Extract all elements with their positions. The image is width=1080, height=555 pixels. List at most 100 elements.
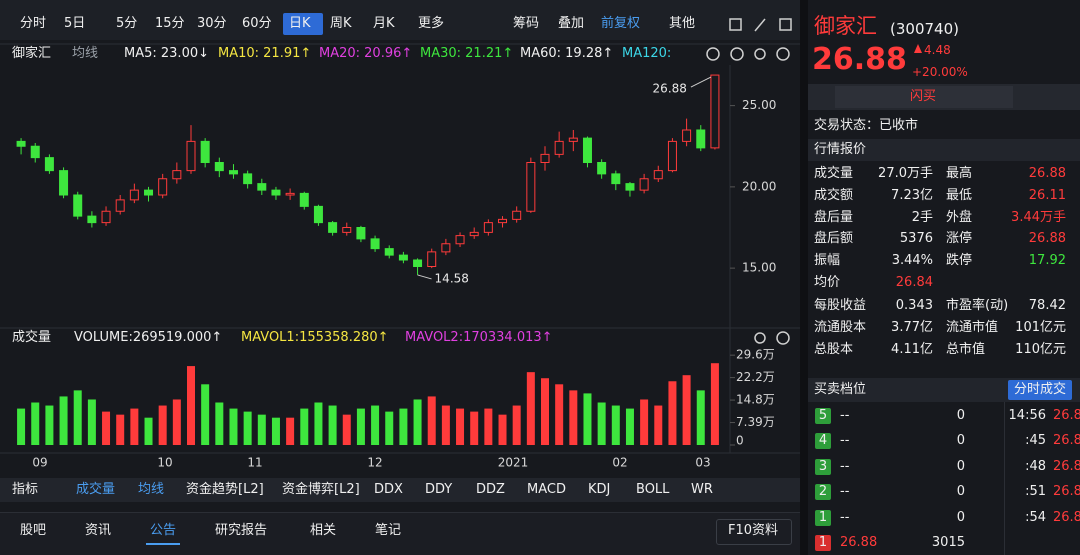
volume-bar [144, 417, 153, 445]
trade-price: 26.8 [1053, 433, 1080, 449]
bottom-tabs [0, 512, 800, 555]
tool-button[interactable]: 其他 [669, 16, 696, 31]
quote-value: 26.11 [1028, 187, 1066, 203]
period-tab[interactable]: 30分 [197, 16, 227, 31]
candle-body [554, 140, 564, 155]
volume-bar [710, 363, 719, 445]
bottom-tab[interactable]: 股吧 [20, 523, 47, 538]
flash-buy[interactable]: 闪买 [909, 89, 937, 104]
up-arrow [914, 44, 922, 53]
f10-button[interactable] [716, 519, 792, 545]
candle-body [186, 140, 196, 172]
candle-body [597, 162, 607, 175]
candle-body [16, 140, 26, 147]
tool-button[interactable]: 前复权 [601, 16, 641, 31]
volume-bar [413, 399, 422, 445]
tool-button[interactable]: 筹码 [513, 16, 540, 31]
indicator-tab[interactable]: 指标 [12, 482, 39, 497]
volume-bar [116, 414, 125, 445]
volume-bar [625, 408, 634, 445]
period-tab[interactable]: 5分 [116, 16, 138, 31]
bottom-tab[interactable]: 研究报告 [215, 523, 268, 538]
flash-buy-button[interactable] [835, 86, 1013, 108]
candle-body [498, 218, 508, 224]
candle-body [469, 231, 479, 237]
f10-label[interactable]: F10资料 [727, 523, 779, 538]
indicator-tab[interactable]: DDY [425, 482, 453, 497]
candle-body [540, 153, 550, 163]
candle-body [455, 235, 465, 245]
indicator-tab[interactable]: 资金趋势[L2] [186, 482, 264, 497]
quote-value: 17.92 [1028, 253, 1066, 269]
candle-body [115, 199, 125, 212]
volume-bar [427, 396, 436, 445]
period-tab[interactable]: 5日 [64, 16, 86, 31]
indicator-tab[interactable]: 均线 [138, 482, 165, 497]
period-tab[interactable]: 15分 [155, 16, 185, 31]
y-tick-label: 29.6万 [736, 348, 775, 362]
quote-value: 26.88 [1028, 231, 1066, 247]
level-price: -- [840, 509, 850, 525]
indicator-tab[interactable]: BOLL [636, 482, 670, 497]
bottom-tab[interactable]: 资讯 [85, 523, 112, 538]
candle-body [214, 162, 224, 172]
indicator-tab[interactable]: DDZ [476, 482, 505, 497]
candle-body [568, 137, 578, 142]
level-volume: 0 [956, 408, 965, 423]
period-tab[interactable]: 周K [330, 16, 352, 31]
y-tick-label: 14.8万 [736, 393, 775, 407]
candle-body [101, 210, 111, 224]
candle-body [398, 254, 408, 261]
quote-label: 跌停 [946, 253, 973, 269]
trade-time: :48 [1025, 458, 1046, 474]
orderbook-title: 买卖档位 [814, 382, 867, 397]
candle-body [667, 140, 677, 172]
trades-title[interactable]: 分时成交 [1013, 382, 1067, 397]
indicator-tab[interactable]: 资金博弈[L2] [282, 482, 360, 497]
annotation-label: 14.58 [435, 271, 469, 285]
period-tab[interactable]: 月K [373, 16, 395, 31]
level-price: 26.88 [840, 535, 878, 550]
bottom-tab[interactable]: 公告 [150, 523, 177, 538]
level-number: 4 [818, 433, 828, 449]
candle-body [144, 189, 154, 196]
period-tab[interactable]: 分时 [20, 16, 47, 31]
quote-label: 盘后额 [814, 231, 854, 247]
y-tick-label: 25.00 [742, 98, 776, 112]
tool-button[interactable]: 叠加 [558, 16, 585, 31]
volume-bar [328, 405, 337, 445]
volume-bar [385, 411, 394, 445]
indicator-tab[interactable]: KDJ [588, 482, 611, 497]
trades-tab[interactable] [1008, 380, 1072, 400]
candle-body [59, 170, 69, 196]
indicator-tab[interactable]: 成交量 [76, 482, 116, 497]
volume-bar [583, 393, 592, 445]
column-divider [1004, 402, 1005, 555]
bottom-tab[interactable]: 笔记 [375, 523, 402, 538]
period-tab[interactable]: 日K [289, 16, 311, 31]
fund-label: 每股收益 [814, 298, 867, 313]
period-tab[interactable]: 60分 [242, 16, 272, 31]
trade-time: :45 [1025, 433, 1046, 449]
ma-mode[interactable]: 均线 [72, 46, 99, 61]
volume-bar [59, 396, 68, 445]
fund-label: 流通股本 [814, 320, 867, 335]
period-tab[interactable]: 更多 [418, 16, 445, 31]
candle-body [611, 173, 621, 185]
level-volume: 0 [956, 509, 965, 525]
toolbar [0, 0, 800, 40]
candle-body [299, 192, 309, 207]
bottom-tab[interactable]: 相关 [310, 523, 337, 538]
indicator-tab[interactable]: WR [691, 482, 713, 497]
trade-price: 26.8 [1053, 408, 1080, 423]
volume-value: MAVOL1:155358.280↑ [241, 330, 389, 345]
candle-body [710, 74, 720, 149]
stock-code: (300740) [890, 20, 959, 38]
panel-icons[interactable] [706, 18, 792, 345]
trade-price: 26.8 [1053, 509, 1080, 525]
indicator-tab[interactable]: DDX [374, 482, 403, 497]
volume-bar [441, 405, 450, 445]
section-title: 行情报价 [814, 142, 867, 157]
indicator-tab[interactable]: MACD [527, 482, 566, 497]
volume-bar [158, 405, 167, 445]
